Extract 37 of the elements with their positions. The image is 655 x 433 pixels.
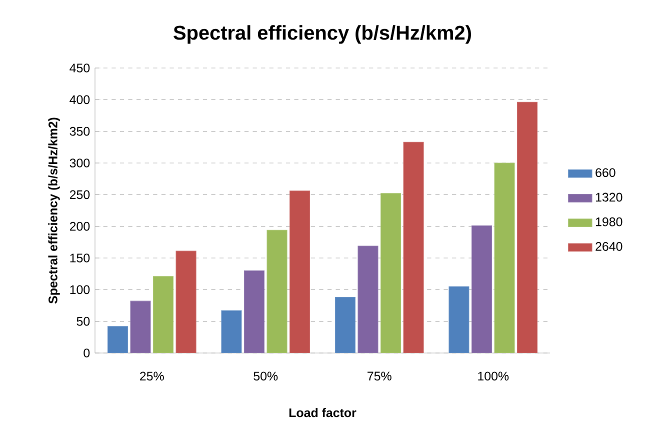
bar bbox=[403, 142, 424, 353]
x-tick-label: 75% bbox=[368, 372, 392, 380]
bar bbox=[290, 190, 310, 353]
y-tick-label: 100 bbox=[70, 285, 90, 294]
y-tick-label: 200 bbox=[70, 222, 90, 231]
bar bbox=[244, 270, 265, 353]
bar bbox=[471, 225, 492, 353]
bar bbox=[130, 300, 151, 353]
y-tick-label: 150 bbox=[70, 254, 90, 262]
bar bbox=[152, 276, 174, 353]
bar bbox=[107, 326, 128, 353]
bar bbox=[494, 162, 515, 353]
legend-label: 660 bbox=[596, 168, 616, 178]
chart-title: Spectral efficiency (b/s/Hz/km2) bbox=[174, 25, 471, 44]
legend-label: 1980 bbox=[596, 217, 622, 226]
y-tick-label: 450 bbox=[70, 64, 90, 72]
bar bbox=[448, 286, 470, 353]
bar bbox=[334, 296, 356, 353]
x-tick-label: 50% bbox=[254, 372, 278, 381]
bar bbox=[221, 310, 242, 353]
y-tick-label: 300 bbox=[70, 158, 90, 168]
legend-label: 1320 bbox=[596, 192, 622, 202]
y-tick-label: 50 bbox=[76, 316, 90, 326]
y-tick-label: 0 bbox=[84, 348, 90, 358]
y-tick-label: 350 bbox=[70, 126, 90, 136]
y-axis-title: Spectral efficiency (b/s/Hz/km2) bbox=[48, 118, 60, 304]
y-tick-label: 250 bbox=[70, 190, 90, 200]
bar bbox=[380, 193, 402, 353]
bar bbox=[176, 250, 196, 353]
y-tick-label: 400 bbox=[70, 95, 90, 104]
legend-label: 2640 bbox=[596, 242, 622, 251]
x-tick-label: 100% bbox=[478, 372, 509, 381]
bar bbox=[517, 102, 538, 353]
x-tick-label: 25% bbox=[140, 372, 164, 381]
bar bbox=[266, 230, 288, 353]
bar bbox=[358, 246, 378, 353]
x-axis-title: Load factor bbox=[289, 408, 356, 418]
